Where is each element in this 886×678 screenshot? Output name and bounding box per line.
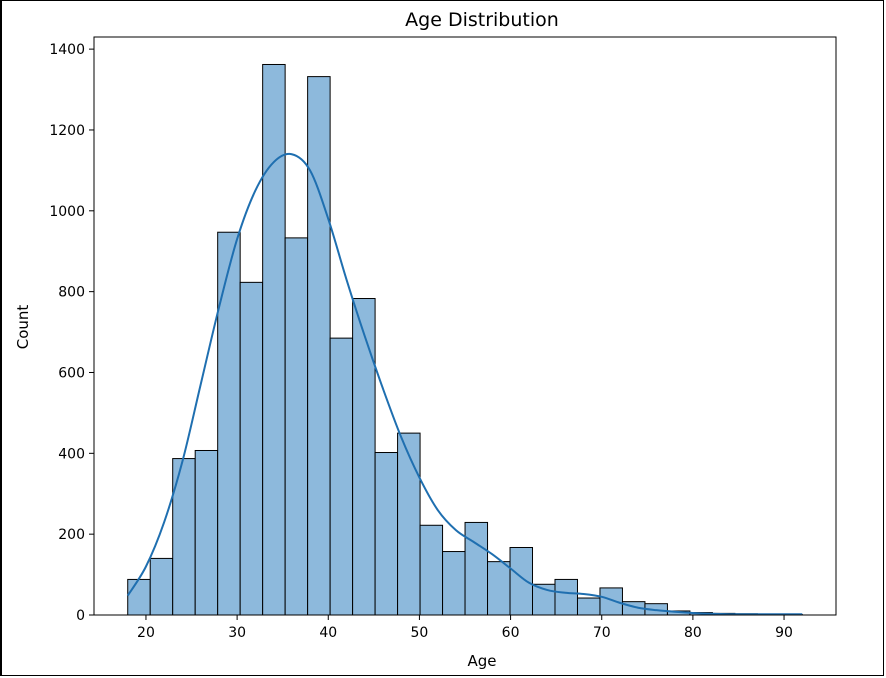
y-tick-label: 800 xyxy=(58,285,85,301)
x-tick-label: 60 xyxy=(502,625,520,641)
chart-title: Age Distribution xyxy=(405,9,559,31)
kde-group xyxy=(126,152,803,616)
histogram-bar xyxy=(262,63,286,616)
histogram-bar xyxy=(217,231,241,616)
histogram-bar xyxy=(352,298,376,616)
histogram-bar xyxy=(599,587,623,616)
y-axis: 0 200 400 600 800 1000 1200 1400 xyxy=(49,42,94,624)
histogram-bar xyxy=(127,578,151,616)
histogram-bar xyxy=(374,452,399,616)
histogram-bar xyxy=(149,557,174,616)
y-tick-label: 0 xyxy=(76,608,85,624)
x-tick-label: 80 xyxy=(684,625,702,641)
histogram-bar xyxy=(194,449,219,616)
y-axis-label: Count xyxy=(14,305,32,350)
x-axis-label: Age xyxy=(467,652,496,670)
plot-area xyxy=(93,36,837,616)
histogram-bar xyxy=(576,597,601,616)
y-tick-label: 400 xyxy=(58,446,85,462)
histogram-bar xyxy=(329,337,354,616)
x-axis: 20 30 40 50 60 70 80 90 xyxy=(137,615,793,641)
y-tick-label: 1200 xyxy=(49,123,85,139)
histogram-bar xyxy=(554,578,578,616)
histogram-bar xyxy=(307,76,331,616)
x-tick-label: 70 xyxy=(593,625,611,641)
x-tick-label: 20 xyxy=(137,625,155,641)
histogram-bar xyxy=(509,546,534,616)
histogram-bar xyxy=(419,524,444,616)
bars-group xyxy=(127,63,803,616)
y-tick-label: 200 xyxy=(58,527,85,543)
kde-line xyxy=(126,152,803,616)
y-tick-label: 1400 xyxy=(49,42,85,58)
histogram-bar xyxy=(239,281,264,616)
histogram-bar xyxy=(487,561,511,616)
histogram-bar xyxy=(284,237,309,616)
histogram-bar xyxy=(442,551,466,616)
y-tick-label: 1000 xyxy=(49,204,85,220)
histogram-bar xyxy=(464,521,489,616)
histogram-bar xyxy=(397,432,421,616)
x-tick-label: 40 xyxy=(319,625,337,641)
x-tick-label: 90 xyxy=(775,625,793,641)
x-tick-label: 30 xyxy=(228,625,246,641)
y-tick-label: 600 xyxy=(58,365,85,381)
x-tick-label: 50 xyxy=(411,625,429,641)
